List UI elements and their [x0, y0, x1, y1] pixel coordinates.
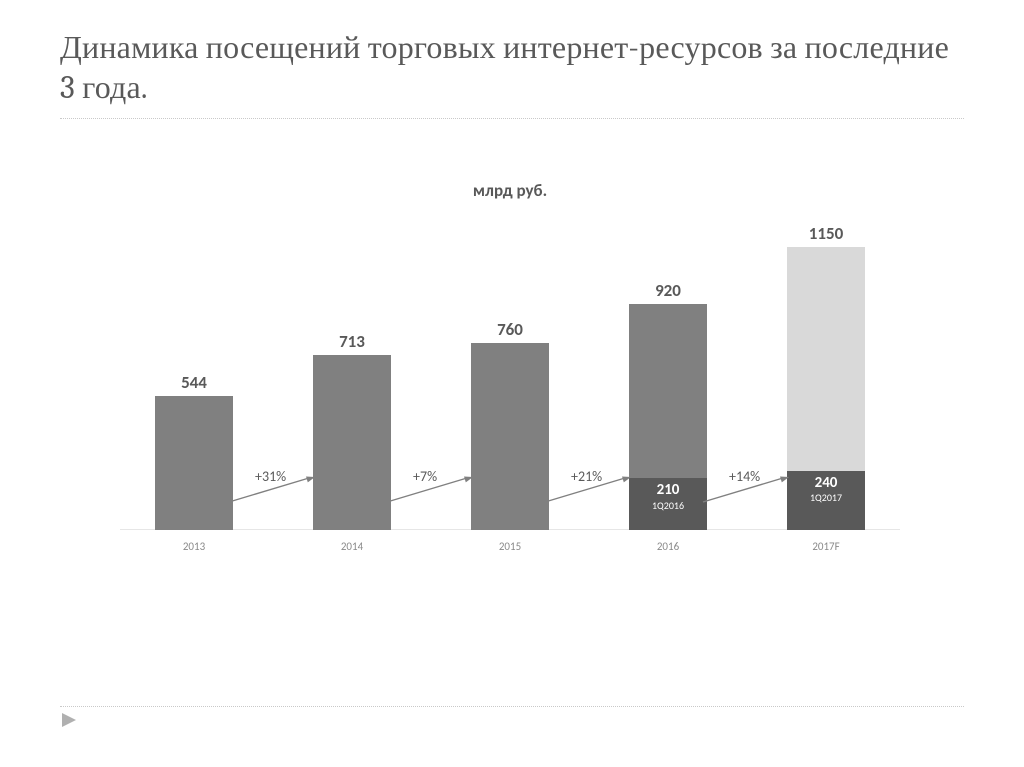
footer-marker-icon	[60, 711, 82, 729]
x-axis-tick: 2016	[629, 540, 707, 553]
slide-title: Динамика посещений торговых интернет-рес…	[60, 28, 964, 108]
chart: млрд руб. 5442013713201476020152101Q2016…	[100, 180, 920, 580]
bar-segment	[471, 343, 549, 530]
bar-segment	[629, 304, 707, 479]
growth-label: +7%	[413, 468, 437, 485]
bar-segment-label: 2401Q2017	[787, 475, 865, 504]
bar-segment	[313, 355, 391, 530]
chart-title: млрд руб.	[100, 180, 920, 201]
bar-segment: 2101Q2016	[629, 478, 707, 530]
bar-segment: 2401Q2017	[787, 471, 865, 530]
bar-segment-sublabel: 1Q2016	[629, 500, 707, 512]
bar-2017F: 2401Q201711502017F	[787, 247, 865, 530]
title-underline	[60, 118, 964, 119]
bar-total-label: 920	[629, 280, 707, 301]
bar-total-label: 1150	[787, 223, 865, 244]
bar-2016: 2101Q20169202016	[629, 304, 707, 530]
x-axis-tick: 2014	[313, 540, 391, 553]
growth-label: +31%	[255, 468, 286, 485]
bar-segment-sublabel: 1Q2017	[787, 492, 865, 504]
bar-total-label: 760	[471, 319, 549, 340]
x-axis-tick: 2017F	[787, 540, 865, 553]
bar-segment-label: 2101Q2016	[629, 482, 707, 511]
footer-divider	[60, 706, 964, 707]
growth-label: +14%	[729, 468, 760, 485]
bar-segment	[787, 247, 865, 471]
bar-2013: 5442013	[155, 396, 233, 530]
bar-2014: 7132014	[313, 355, 391, 530]
x-axis-tick: 2013	[155, 540, 233, 553]
bar-total-label: 544	[155, 372, 233, 393]
bar-2015: 7602015	[471, 343, 549, 530]
chart-plot: 5442013 7132014 7602015 2101Q20169202016 240…	[120, 235, 900, 530]
x-axis-tick: 2015	[471, 540, 549, 553]
bar-segment	[155, 396, 233, 530]
growth-label: +21%	[571, 468, 602, 485]
bar-total-label: 713	[313, 331, 391, 352]
